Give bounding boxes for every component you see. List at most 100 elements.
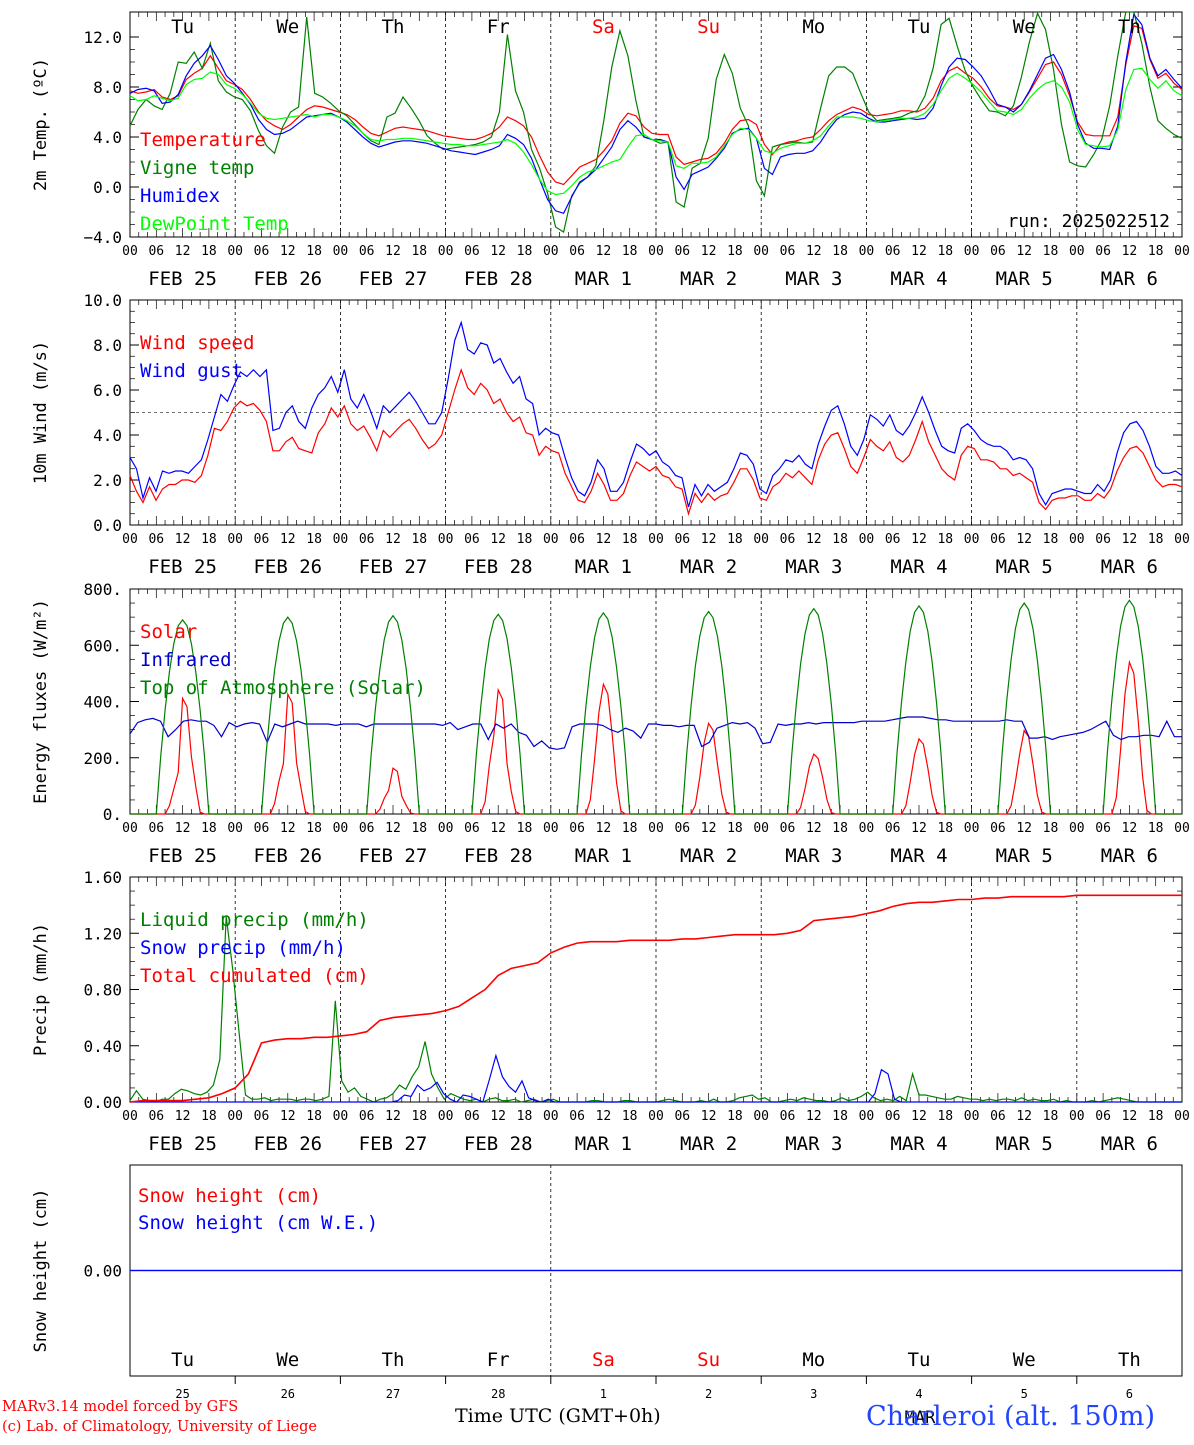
hour-label: 12 <box>701 821 717 836</box>
date-label: FEB 26 <box>253 268 322 290</box>
station-name: Charleroi (alt. 150m) <box>866 1401 1155 1432</box>
date-label: MAR 2 <box>680 1133 737 1155</box>
hour-label: 00 <box>964 821 980 836</box>
hour-label: 12 <box>1016 244 1032 259</box>
model-credit: MARv3.14 model forced by GFS <box>2 1399 239 1415</box>
hour-label: 12 <box>385 821 401 836</box>
date-label: MAR 4 <box>890 268 947 290</box>
hour-label: 00 <box>859 1109 875 1124</box>
hour-label: 06 <box>148 244 164 259</box>
hour-label: 00 <box>964 244 980 259</box>
weekday-label: Th <box>382 1349 405 1371</box>
hour-label: 06 <box>148 532 164 547</box>
hour-label: 06 <box>1095 821 1111 836</box>
hour-label: 18 <box>1043 244 1059 259</box>
hour-label: 00 <box>1069 1109 1085 1124</box>
hour-label: 12 <box>701 532 717 547</box>
hour-label: 18 <box>517 244 533 259</box>
hour-label: 00 <box>1069 244 1085 259</box>
hour-label: 18 <box>201 532 217 547</box>
panel-1 <box>129 11 1183 238</box>
weekday-label: Tu <box>908 1349 931 1371</box>
panel-5 <box>129 1164 1183 1384</box>
date-label: MAR 6 <box>1101 556 1158 578</box>
hour-label: 12 <box>175 244 191 259</box>
hour-label: 18 <box>727 532 743 547</box>
legend-entry: Snow height (cm) <box>138 1185 321 1207</box>
hour-label: 06 <box>464 1109 480 1124</box>
weekday-label: Su <box>697 16 720 38</box>
hour-label: 12 <box>1122 1109 1138 1124</box>
date-label: MAR 6 <box>1101 845 1158 867</box>
date-label: MAR 3 <box>785 556 842 578</box>
weekday-label: We <box>1013 16 1036 38</box>
hour-label: 18 <box>622 1109 638 1124</box>
series-line <box>129 13 1183 215</box>
hour-label: 18 <box>937 244 953 259</box>
weekday-label: Fr <box>487 1349 510 1371</box>
y-tick-label: 600. <box>83 636 122 655</box>
hour-label: 00 <box>753 244 769 259</box>
hour-label: 18 <box>1043 821 1059 836</box>
hour-label: 06 <box>885 1109 901 1124</box>
y-tick-label: 0. <box>103 805 122 824</box>
y-tick-label: 8.0 <box>93 336 122 355</box>
hour-label: 12 <box>490 1109 506 1124</box>
hour-label: 18 <box>937 532 953 547</box>
hour-label: 12 <box>596 1109 612 1124</box>
hour-label: 18 <box>727 821 743 836</box>
hour-label: 12 <box>385 244 401 259</box>
hour-label: 18 <box>306 1109 322 1124</box>
y-tick-label: −4.0 <box>83 228 122 247</box>
hour-label: 18 <box>411 532 427 547</box>
weekday-label: Th <box>1118 16 1141 38</box>
hour-label: 00 <box>543 244 559 259</box>
hour-label: 18 <box>411 821 427 836</box>
date-label: FEB 25 <box>148 556 217 578</box>
hour-label: 06 <box>569 532 585 547</box>
hour-label: 12 <box>806 532 822 547</box>
day-number: 27 <box>386 1387 400 1401</box>
hour-label: 12 <box>911 244 927 259</box>
hour-label: 12 <box>385 532 401 547</box>
date-label: FEB 25 <box>148 268 217 290</box>
hour-label: 12 <box>490 532 506 547</box>
hour-label: 06 <box>254 532 270 547</box>
hour-label: 00 <box>543 1109 559 1124</box>
run-annotation: run: 2025022512 <box>1007 211 1170 232</box>
y-tick-label: 200. <box>83 749 122 768</box>
day-number: 28 <box>491 1387 505 1401</box>
hour-label: 12 <box>490 244 506 259</box>
hour-label: 06 <box>359 532 375 547</box>
hour-label: 00 <box>122 821 138 836</box>
panel-3 <box>129 588 1183 815</box>
hour-label: 12 <box>1016 1109 1032 1124</box>
hour-label: 06 <box>885 244 901 259</box>
hour-label: 12 <box>1122 532 1138 547</box>
date-label: MAR 2 <box>680 268 737 290</box>
hour-label: 06 <box>885 532 901 547</box>
date-label: FEB 28 <box>464 845 533 867</box>
hour-label: 18 <box>937 1109 953 1124</box>
hour-label: 06 <box>569 244 585 259</box>
weekday-label: Mo <box>802 1349 825 1371</box>
lab-credit: (c) Lab. of Climatology, University of L… <box>2 1419 317 1435</box>
y-tick-label: 800. <box>83 580 122 599</box>
hour-label: 00 <box>227 821 243 836</box>
hour-label: 12 <box>280 532 296 547</box>
day-number: 2 <box>705 1387 712 1401</box>
hour-label: 12 <box>1016 532 1032 547</box>
hour-label: 06 <box>359 244 375 259</box>
day-number: 6 <box>1126 1387 1133 1401</box>
hour-label: 00 <box>438 532 454 547</box>
month-label: MAR <box>905 1408 936 1428</box>
legend-entry: DewPoint Temp <box>140 213 289 235</box>
hour-label: 00 <box>122 532 138 547</box>
hour-label: 06 <box>464 532 480 547</box>
panel-4 <box>129 876 1183 1103</box>
hour-label: 12 <box>280 244 296 259</box>
date-label: MAR 5 <box>996 1133 1053 1155</box>
legend-entry: Vigne temp <box>140 157 254 179</box>
hour-label: 00 <box>543 532 559 547</box>
